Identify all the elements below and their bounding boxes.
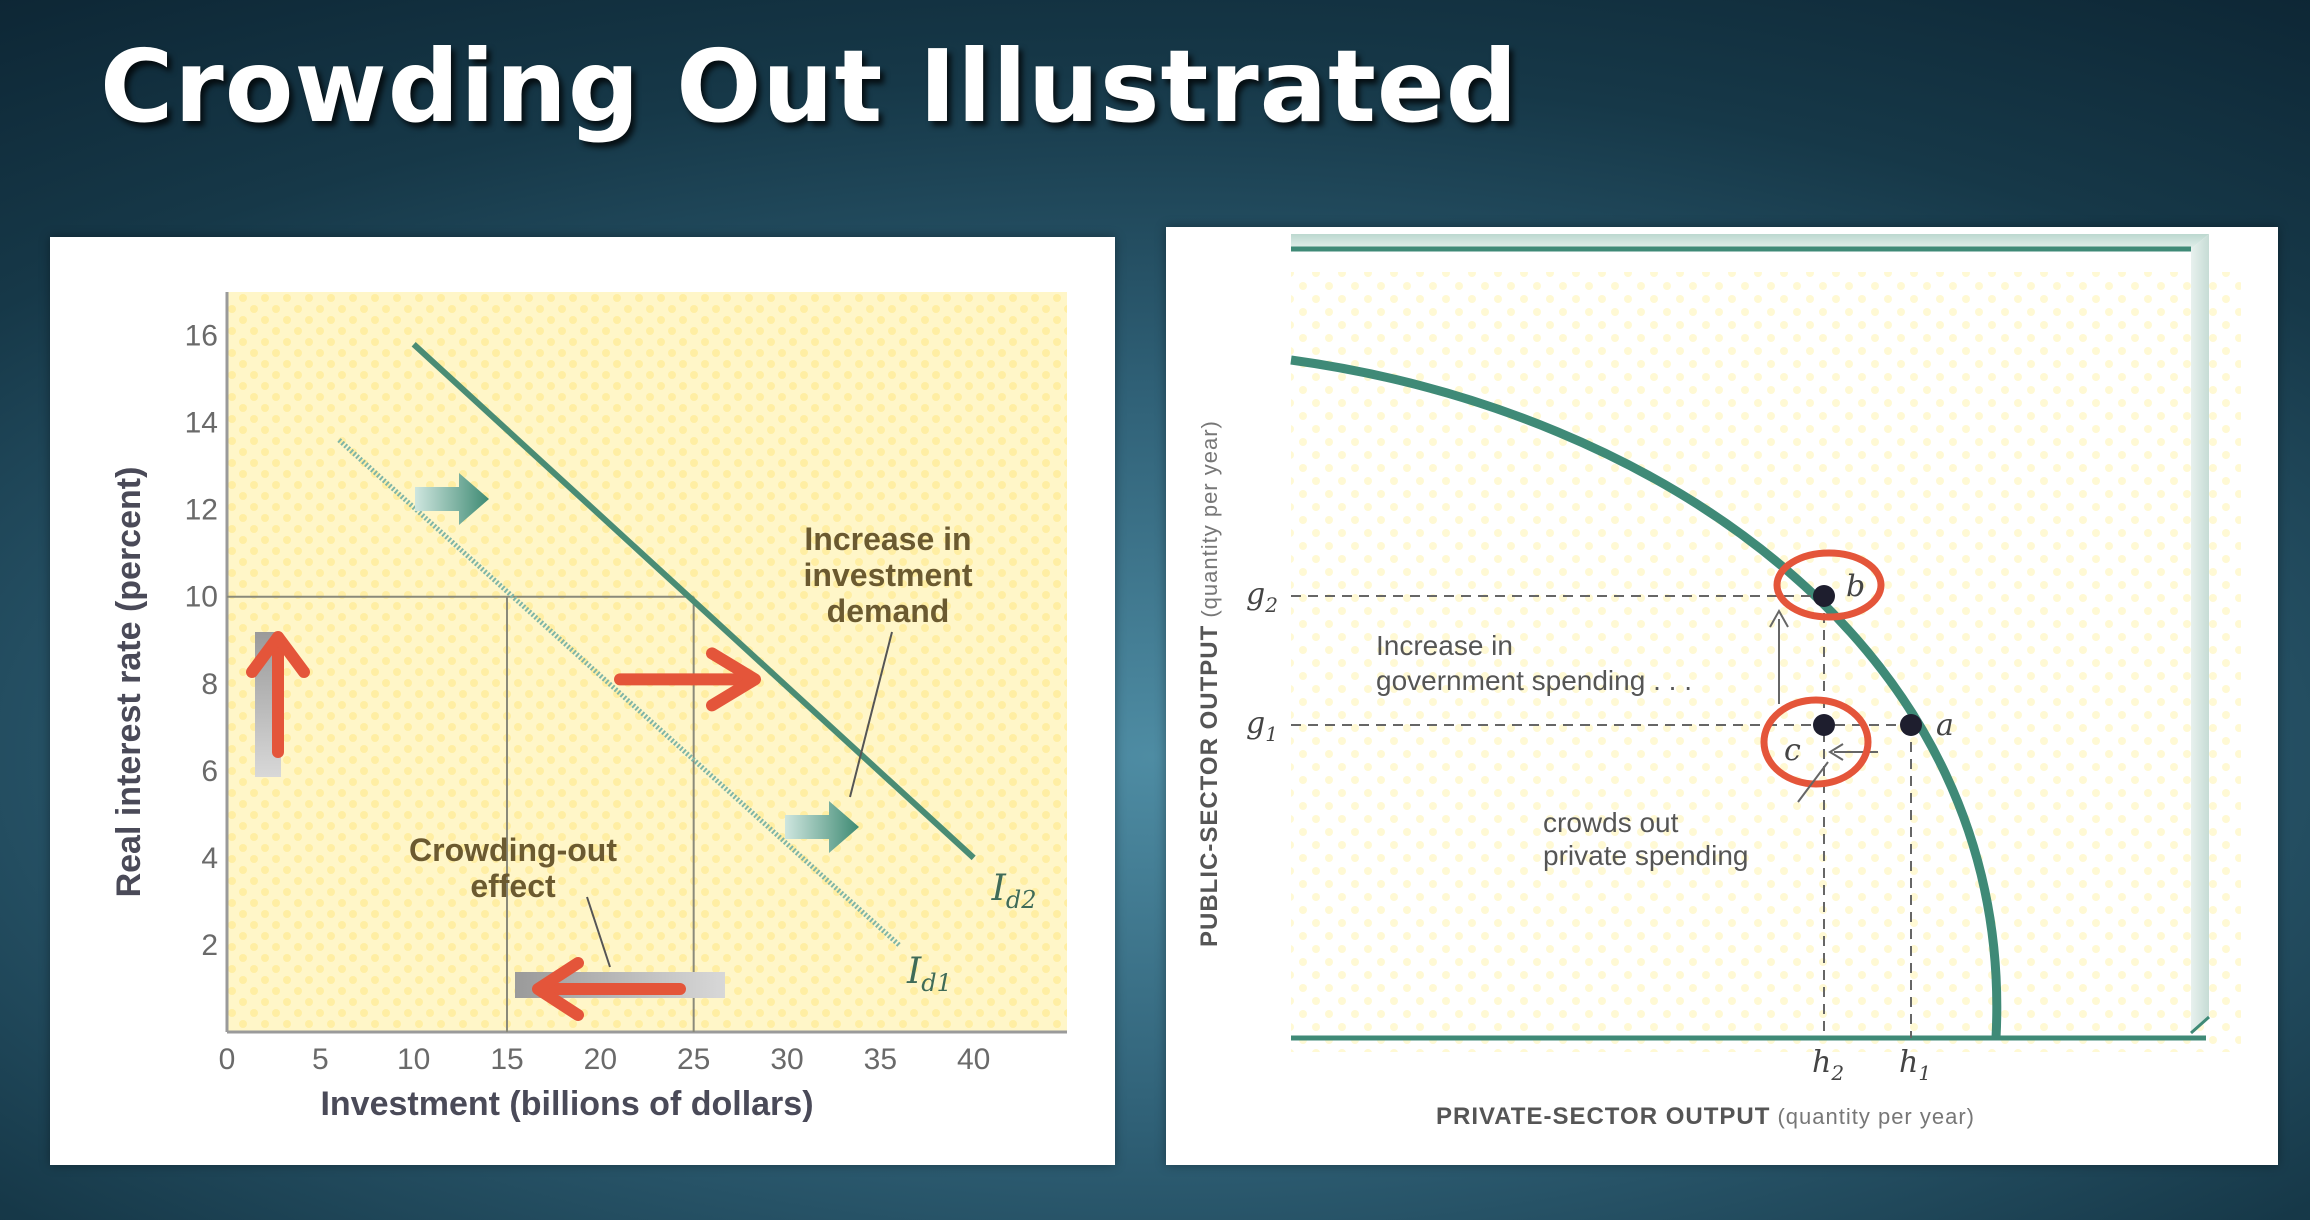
ppf-frame-side-face xyxy=(2191,234,2209,1032)
x-tick-label: 15 xyxy=(490,1043,523,1076)
demand-curve-d1 xyxy=(337,438,901,947)
shift-arrow-top xyxy=(415,473,489,525)
highlight-oval-b xyxy=(1773,549,1885,621)
x-tick-label: 35 xyxy=(864,1043,897,1076)
y-tick-label: 10 xyxy=(185,581,218,614)
tick-label-h2: h2 xyxy=(1812,1045,1844,1085)
slide-title: Crowding Out Illustrated xyxy=(100,28,1519,145)
point-label-c: c xyxy=(1784,733,1801,768)
x-tick-label: 10 xyxy=(397,1043,430,1076)
x-axis-title: Investment (billions of dollars) xyxy=(320,1085,813,1123)
y-tick-label: 4 xyxy=(201,842,218,875)
y-tick-label: 12 xyxy=(185,494,218,527)
x-tick-label: 5 xyxy=(312,1043,329,1076)
tick-label-g1: g1 xyxy=(1246,706,1278,746)
plot-dot-pattern xyxy=(227,292,1067,1032)
y-tick-label: 16 xyxy=(185,320,218,353)
tick-label-h1: h1 xyxy=(1899,1045,1931,1085)
x-tick-label: 20 xyxy=(584,1043,617,1076)
ppf-y-axis-title: PUBLIC-SECTOR OUTPUT (quantity per year) xyxy=(1196,420,1223,947)
annotation-crowding-line: Crowding-out xyxy=(409,832,617,868)
demand-curve-label-d2: Id2 xyxy=(991,868,1037,914)
y-tick-label: 6 xyxy=(201,755,218,788)
point-label-b: b xyxy=(1846,569,1865,604)
red-arrow-left-head xyxy=(532,957,584,1021)
point-c xyxy=(1813,714,1835,736)
point-label-a: a xyxy=(1936,708,1954,743)
point-b xyxy=(1813,585,1835,607)
arrow-a-to-c-head xyxy=(1828,743,1844,761)
demand-curve-d2 xyxy=(411,342,976,861)
annotation-crowds-leader xyxy=(1797,761,1829,803)
x-tick-label: 40 xyxy=(957,1043,990,1076)
y-axis-title: Real interest rate (percent) xyxy=(110,467,148,898)
investment-chart: 2 4 6 8 10 12 14 16 0 5 10 15 20 25 30 35 40 Investment (… xyxy=(110,292,1067,1123)
shift-arrow-bottom xyxy=(785,801,859,853)
x-tick-label: 30 xyxy=(770,1043,803,1076)
annotation-gov-spending-line: government spending . . . xyxy=(1376,665,1692,696)
annotation-increase-line: Increase in xyxy=(804,521,971,557)
annotation-increase-line: investment xyxy=(804,557,973,593)
ppf-x-axis-title: PRIVATE-SECTOR OUTPUT (quantity per year… xyxy=(1436,1103,1975,1130)
x-tick-label: 25 xyxy=(677,1043,710,1076)
annotation-increase-leader xyxy=(849,631,893,798)
ppf-chart-panel: a b c g2 g1 h2 h1 Increase in government spendin… xyxy=(1166,227,2278,1165)
point-a xyxy=(1900,714,1922,736)
annotation-increase-line: demand xyxy=(827,593,950,629)
arrow-c-to-b-head xyxy=(1769,608,1789,628)
annotation-gov-spending-line: Increase in xyxy=(1376,630,1513,661)
ppf-curve xyxy=(1290,355,2002,1039)
demand-curve-label-d1: Id1 xyxy=(906,951,952,997)
red-arrow-right-head xyxy=(706,647,761,712)
investment-chart-panel: 2 4 6 8 10 12 14 16 0 5 10 15 20 25 30 35 40 Investment (… xyxy=(50,237,1115,1165)
highlight-oval-c xyxy=(1760,696,1872,788)
tick-label-g2: g2 xyxy=(1246,577,1278,617)
y-tick-label: 2 xyxy=(201,929,218,962)
y-tick-label: 8 xyxy=(201,668,218,701)
ppf-chart: a b c g2 g1 h2 h1 Increase in government spendin… xyxy=(1196,234,2271,1130)
x-tick-label: 0 xyxy=(219,1043,236,1076)
annotation-crowds-out-line: private spending xyxy=(1543,840,1748,871)
ppf-dot-pattern xyxy=(1291,272,2241,1052)
ppf-frame-top-face xyxy=(1291,234,2209,249)
y-tick-label: 14 xyxy=(185,407,218,440)
annotation-crowding-line: effect xyxy=(470,868,556,904)
red-arrow-up-head xyxy=(246,631,310,678)
annotation-crowding-leader xyxy=(586,896,611,968)
annotation-crowds-out-line: crowds out xyxy=(1543,807,1679,838)
ppf-frame-bottom-corner xyxy=(2190,1015,2210,1035)
